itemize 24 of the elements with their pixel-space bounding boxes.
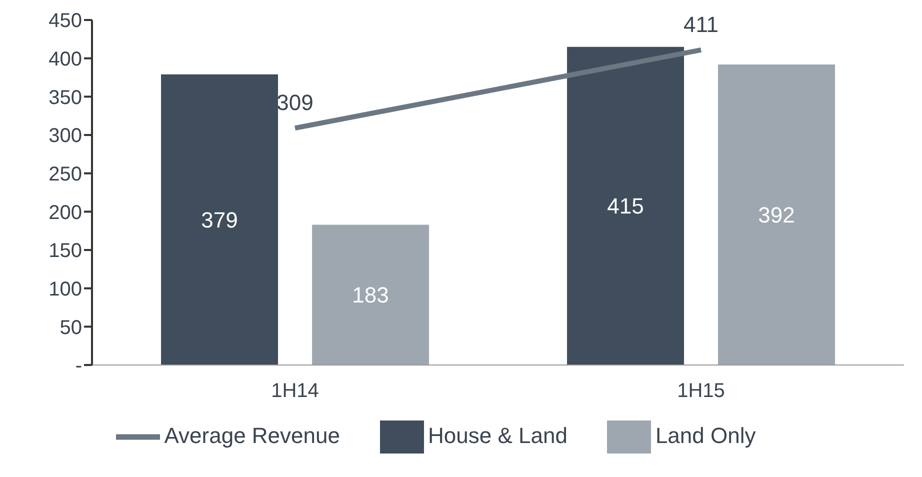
y-tick-label: 250 xyxy=(48,163,82,186)
data-label: 415 xyxy=(607,194,644,219)
legend-label: Land Only xyxy=(655,422,756,448)
data-label: 392 xyxy=(758,202,795,228)
legend-label: Average Revenue xyxy=(164,422,340,448)
x-tick-label: 1H14 xyxy=(271,380,319,402)
y-tick-label: 400 xyxy=(48,48,82,70)
data-label: 183 xyxy=(352,282,389,308)
bar xyxy=(161,74,278,365)
y-tick-label: - xyxy=(75,355,82,378)
y-tick-label: 150 xyxy=(48,240,82,262)
y-tick-label: 450 xyxy=(48,10,82,32)
legend-label: House & Land xyxy=(428,422,568,448)
y-tick-label: 50 xyxy=(60,316,82,339)
y-tick-label: 350 xyxy=(48,86,82,109)
bar xyxy=(312,224,430,365)
bar xyxy=(718,64,836,365)
data-label: 411 xyxy=(683,12,719,37)
y-tick-label: 200 xyxy=(48,202,82,224)
x-tick-label: 1H15 xyxy=(677,380,725,402)
y-tick-label: 300 xyxy=(48,125,82,148)
y-tick-label: 100 xyxy=(48,278,82,300)
data-label: 379 xyxy=(201,208,238,233)
bar xyxy=(567,46,684,365)
